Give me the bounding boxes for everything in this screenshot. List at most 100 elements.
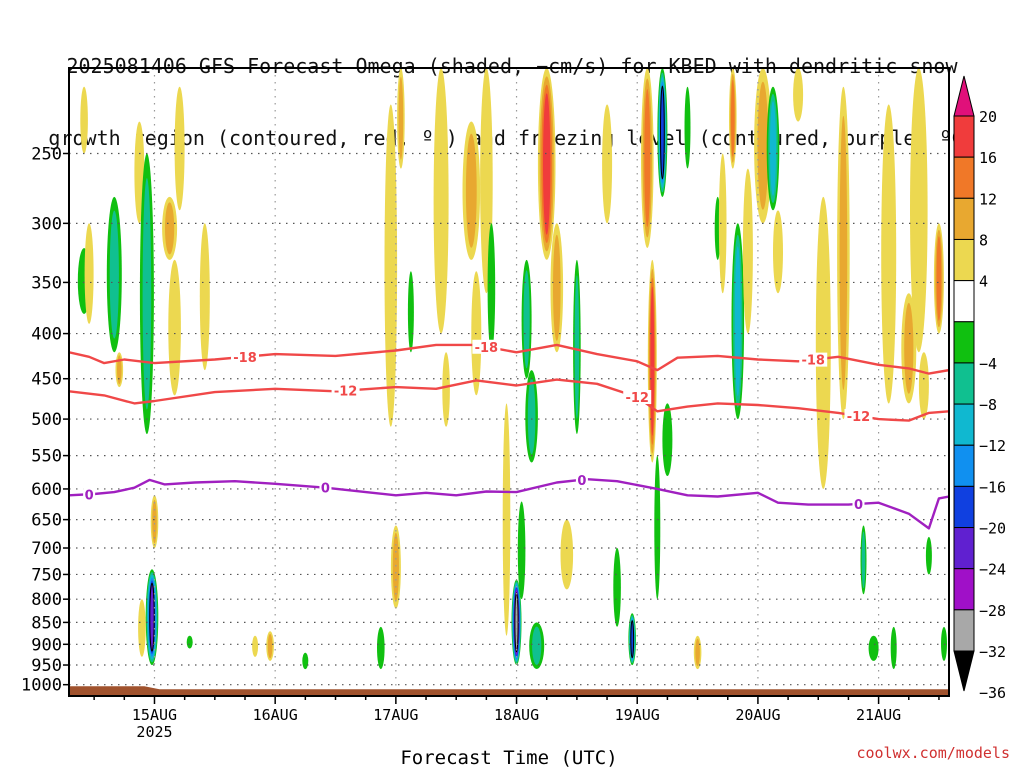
omega-cell [757, 81, 769, 210]
omega-cell [890, 626, 897, 670]
terrain-fill [69, 686, 949, 696]
contour-line [69, 478, 949, 530]
y-tick-label: 250 [31, 144, 62, 164]
omega-cell [527, 378, 536, 455]
contour-label-bg [331, 383, 360, 398]
colorbar-bin [953, 115, 975, 158]
omega-cell [718, 153, 727, 294]
omega-cell [302, 652, 309, 670]
y-tick-label: 700 [31, 539, 62, 559]
colorbar-label: 20 [979, 108, 997, 126]
y-tick-label: 900 [31, 635, 62, 655]
credit-link[interactable]: coolwx.com/models [856, 744, 1010, 762]
omega-cell [433, 68, 449, 334]
contour-label-bg [575, 472, 588, 487]
contour-label-bg [83, 487, 96, 502]
omega-cell [936, 236, 942, 321]
omega-cell [267, 633, 273, 659]
omega-cell [742, 168, 753, 334]
colorbar-label: 12 [979, 190, 997, 208]
colorbar: 20 16 12 8 4 −4 −8 −12 −16 −20 −24 −28 −32 −36 [953, 75, 1006, 702]
contour-label-bg [319, 480, 332, 495]
colorbar-label: 4 [979, 273, 988, 291]
colorbar-bin [953, 362, 975, 405]
omega-cell [654, 455, 661, 600]
omega-cell [904, 302, 914, 394]
omega-cell [650, 286, 655, 436]
colorbar-bin [953, 156, 975, 199]
contour-label: -18 [475, 341, 499, 356]
y-tick-label: 550 [31, 447, 62, 467]
colorbar-label: −32 [979, 643, 1006, 661]
omega-cell [918, 352, 929, 420]
omega-cell [186, 635, 193, 649]
omega-cell [684, 86, 691, 169]
omega-cell [770, 101, 776, 196]
x-axis-label: Forecast Time (UTC) [400, 747, 617, 768]
colorbar-bin [953, 403, 975, 446]
colorbar-label: −20 [979, 520, 1006, 538]
contour-label-bg [844, 408, 873, 423]
omega-cell [881, 104, 897, 404]
y-tick-label: 450 [31, 370, 62, 390]
omega-cell [815, 196, 831, 489]
contour-label: -18 [801, 354, 825, 369]
omega-cell [502, 403, 511, 636]
plot-frame [68, 67, 950, 697]
omega-cell [117, 355, 122, 385]
omega-cell [392, 532, 399, 602]
omega-cell [252, 635, 259, 657]
omega-cell [165, 202, 175, 255]
omega-cell [695, 638, 700, 667]
contour-label: -12 [847, 410, 871, 425]
y-tick-label: 650 [31, 511, 62, 531]
omega-cell [861, 531, 866, 589]
contour-label: 0 [854, 498, 863, 513]
omega-cell [109, 210, 119, 339]
colorbar-bin [953, 568, 975, 611]
colorbar-label: −16 [979, 478, 1006, 496]
x-tick-label: 17AUG [373, 706, 418, 724]
y-axis: 2503003504004505005506006507007508008509… [21, 144, 69, 696]
omega-cell [630, 620, 635, 659]
omega-cell [168, 259, 181, 396]
omega-cell [560, 519, 574, 590]
colorbar-label: −12 [979, 437, 1006, 455]
contour-label-bg [231, 349, 259, 364]
omega-cell [574, 275, 580, 419]
colorbar-bin [953, 280, 975, 323]
x-tick-label: 19AUG [615, 706, 660, 724]
contour-label: 0 [321, 482, 330, 497]
chart-title: 2025081406 GFS Forecast Omega (shaded, −… [0, 6, 1024, 174]
omega-cell [442, 352, 450, 427]
omega-cell [407, 271, 414, 353]
y-tick-label: 750 [31, 565, 62, 585]
colorbar-bin [953, 609, 975, 652]
omega-cell [731, 79, 735, 157]
omega-cell [149, 582, 155, 652]
y-tick-label: 600 [31, 480, 62, 500]
x-tick-label: 15AUG [132, 706, 177, 724]
x-tick-label: 21AUG [856, 706, 901, 724]
contour-label-bg [623, 390, 652, 405]
contour-lines: -18 -18 -18 -12 -12 -12 0 0 0 0 [69, 339, 949, 530]
colorbar-label: −24 [979, 561, 1006, 579]
y-tick-label: 1000 [21, 676, 62, 696]
y-tick-label: 950 [31, 656, 62, 676]
omega-cell [523, 270, 530, 369]
omega-cell [84, 223, 94, 324]
omega-cell [377, 626, 385, 670]
omega-cell [398, 76, 404, 160]
colorbar-bottom-arrow [953, 650, 975, 692]
omega-cell [553, 234, 561, 341]
omega-cell [925, 536, 932, 575]
omega-cell [793, 68, 804, 122]
omega-cell [152, 499, 157, 544]
omega-cell [174, 86, 185, 211]
omega-cell [662, 403, 673, 477]
colorbar-top-arrow [953, 75, 975, 117]
y-tick-label: 350 [31, 273, 62, 293]
omega-cell [839, 115, 848, 390]
